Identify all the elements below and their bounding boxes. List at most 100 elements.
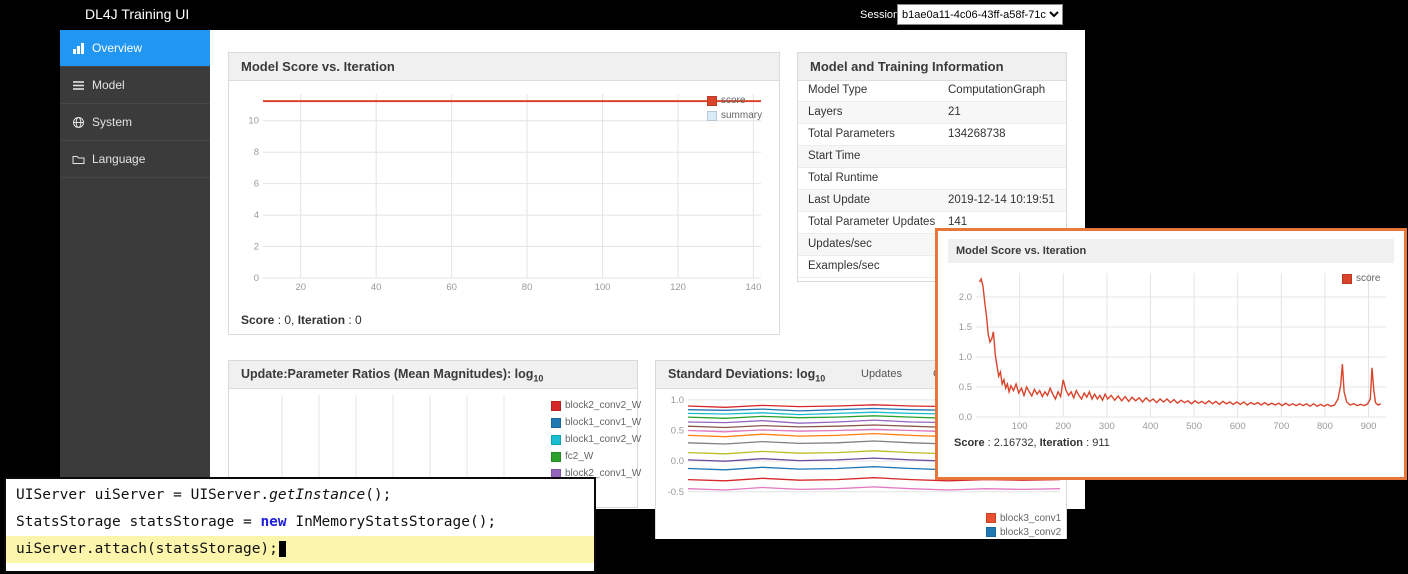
legend-swatch [551, 400, 561, 411]
row-value: 134268738 [948, 128, 1006, 140]
code-keyword: new [260, 514, 287, 530]
code-text: uiServer.attach(statsStorage); [16, 541, 278, 557]
popup-chart: 0.0 0.5 1.0 1.5 2.0 100 200 300 400 500 600 700 800 9… [946, 267, 1394, 435]
svg-text:80: 80 [522, 282, 533, 293]
sidebar-item-label: Model [92, 78, 125, 92]
sidebar-item-overview[interactable]: Overview [60, 30, 210, 67]
row-label: Updates/sec [808, 238, 872, 250]
legend-label: block3_conv2 [1000, 526, 1062, 538]
popup-status: Score : 2.16732, Iteration : 911 [954, 437, 1110, 449]
legend-label: block3_conv1 [1000, 512, 1062, 524]
legend-label: block1_conv2_W [565, 434, 642, 445]
ratios-chart-legend: block2_conv2_W block1_conv1_W block1_con… [551, 397, 641, 482]
sidebar-item-label: System [92, 115, 133, 129]
session-select[interactable]: b1ae0a11-4c06-43ff-a58f-71c: [897, 4, 1063, 25]
svg-text:900: 900 [1361, 421, 1377, 432]
iteration-label: Iteration [297, 313, 346, 327]
row-label: Start Time [808, 150, 861, 162]
popup-legend: score [1342, 271, 1380, 286]
svg-text:4: 4 [254, 210, 259, 221]
sidebar: Overview Model System Language [60, 30, 210, 509]
tab-updates[interactable]: Updates [861, 368, 902, 380]
model-info-panel: Model and Training Information Model Typ… [797, 52, 1067, 282]
legend-item-score[interactable]: score [707, 93, 762, 108]
score-value: : 2.16732, [984, 437, 1040, 449]
sidebar-item-label: Overview [92, 41, 143, 55]
model-info-title: Model and Training Information [798, 53, 1066, 81]
table-row: Total Runtime [798, 168, 1066, 190]
score-chart-title: Model Score vs. Iteration [229, 53, 779, 81]
table-row: Last Update 2019-12-14 10:19:51 [798, 190, 1066, 212]
row-label: Total Parameters [808, 128, 895, 140]
score-label: Score [954, 437, 985, 449]
legend-item[interactable]: block3_conv2 [986, 525, 1061, 539]
row-label: Layers [808, 106, 843, 118]
legend-label: block2_conv1_W [565, 468, 642, 479]
table-row: Examples/sec [798, 256, 1066, 278]
legend-label: score [1356, 273, 1381, 284]
stddev-title-sub: 10 [815, 373, 826, 384]
legend-item[interactable]: block2_conv2_W [551, 397, 641, 414]
list-icon [72, 79, 85, 92]
svg-text:1.5: 1.5 [959, 322, 972, 333]
table-row: Total Parameter Updates 141 [798, 212, 1066, 234]
stddev-title-text: Standard Deviations: log [668, 367, 816, 381]
score-label: Score [241, 313, 275, 327]
svg-text:2.0: 2.0 [959, 292, 972, 303]
legend-label: score [721, 95, 746, 106]
legend-item[interactable]: block3_conv1 [986, 511, 1061, 525]
code-line-2: StatsStorage statsStorage = new InMemory… [6, 509, 594, 536]
svg-text:800: 800 [1317, 421, 1333, 432]
code-line-3: uiServer.attach(statsStorage); [6, 536, 594, 563]
table-row: Model Type ComputationGraph [798, 80, 1066, 102]
legend-swatch [551, 417, 561, 428]
svg-text:60: 60 [446, 282, 457, 293]
legend-item-score[interactable]: score [1342, 271, 1380, 286]
sidebar-item-system[interactable]: System [60, 104, 210, 141]
model-info-table: Model Type ComputationGraph Layers 21 Tota… [798, 80, 1066, 278]
sidebar-item-label: Language [92, 152, 146, 166]
legend-label: fc2_W [565, 451, 594, 462]
code-text: UIServer uiServer = UIServer. [16, 487, 270, 503]
row-value [948, 168, 1066, 189]
app-title: DL4J Training UI [85, 6, 190, 22]
svg-text:0.5: 0.5 [671, 426, 684, 437]
svg-text:100: 100 [1012, 421, 1028, 432]
iteration-value: : 911 [1083, 437, 1110, 449]
svg-text:400: 400 [1143, 421, 1159, 432]
ratios-chart-title: Update:Parameter Ratios (Mean Magnitudes… [229, 361, 637, 389]
legend-label: summary [721, 110, 763, 121]
legend-item-summary[interactable]: summary [707, 108, 762, 123]
svg-text:1.0: 1.0 [671, 395, 684, 406]
legend-item[interactable]: fc2_W [551, 448, 641, 465]
row-value: 21 [948, 106, 961, 118]
row-value: 2019-12-14 10:19:51 [948, 194, 1055, 206]
score-chart: 0 2 4 6 8 10 20 40 60 80 100 120 140 [235, 86, 771, 298]
svg-text:20: 20 [295, 282, 306, 293]
sidebar-item-model[interactable]: Model [60, 67, 210, 104]
legend-swatch [551, 434, 561, 445]
svg-text:0.0: 0.0 [959, 412, 972, 423]
svg-text:1.0: 1.0 [959, 352, 972, 363]
code-method: getInstance [269, 487, 366, 503]
svg-text:6: 6 [254, 179, 259, 190]
svg-text:0.0: 0.0 [671, 456, 684, 467]
code-snippet-overlay: UIServer uiServer = UIServer.getInstance… [4, 477, 596, 573]
top-bar: DL4J Training UI Session b1ae0a11-4c06-4… [0, 0, 1408, 30]
stddev-chart-legend: block3_conv1 block3_conv2 [986, 511, 1061, 539]
bar-chart-icon [72, 42, 85, 55]
iteration-label: Iteration [1039, 437, 1084, 449]
session-label: Session [860, 9, 900, 21]
legend-item[interactable]: block1_conv1_W [551, 414, 641, 431]
sidebar-item-language[interactable]: Language [60, 141, 210, 178]
svg-text:600: 600 [1230, 421, 1246, 432]
legend-swatch [986, 527, 996, 537]
score-popup: Model Score vs. Iteration 0.0 0.5 1.0 1.5 2.… [935, 228, 1407, 480]
row-label: Examples/sec [808, 260, 880, 272]
legend-swatch [707, 110, 717, 121]
svg-text:0.5: 0.5 [959, 382, 972, 393]
row-label: Last Update [808, 194, 871, 206]
svg-text:200: 200 [1055, 421, 1071, 432]
legend-item[interactable]: block1_conv2_W [551, 431, 641, 448]
